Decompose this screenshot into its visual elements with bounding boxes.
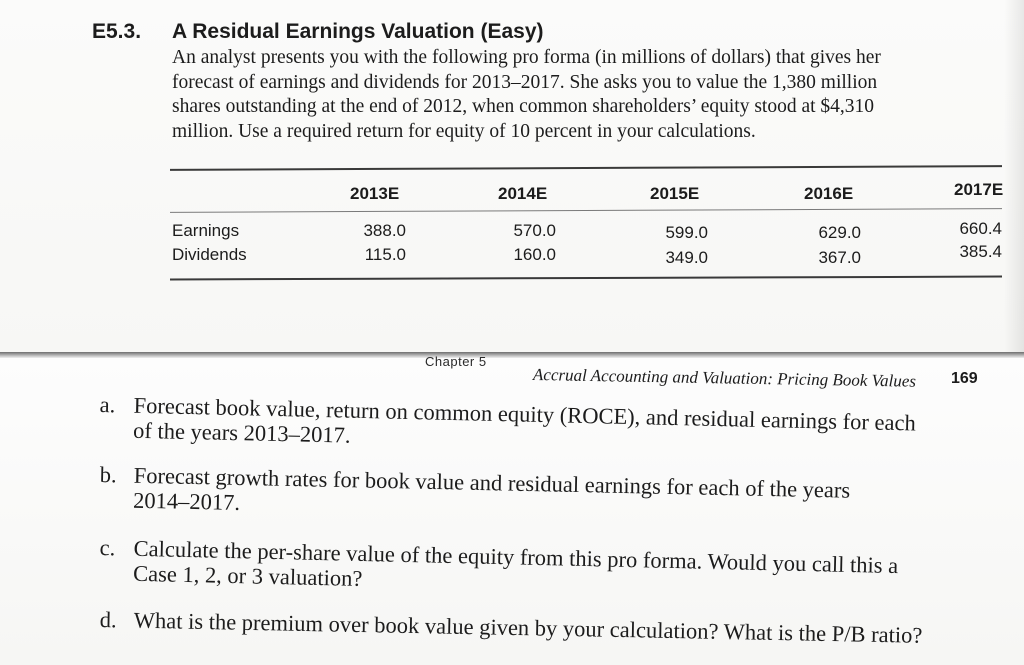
question-marker: b. (99, 462, 117, 488)
textbook-page-bottom-photo (0, 358, 1024, 665)
exercise-title: A Residual Earnings Valuation (Easy) (172, 20, 544, 43)
column-header-2017: 2017E (954, 180, 1004, 199)
textbook-page-top-photo (0, 0, 1024, 355)
dividends-2015: 349.0 (665, 248, 708, 267)
earnings-2014: 570.0 (513, 221, 556, 240)
row-label-dividends: Dividends (172, 245, 247, 264)
page-number: 169 (951, 370, 978, 387)
column-header-2015: 2015E (650, 184, 700, 203)
earnings-2015: 599.0 (665, 223, 708, 242)
dividends-2017: 385.4 (959, 242, 1002, 261)
earnings-2017: 660.4 (959, 219, 1002, 238)
chapter-label: Chapter 5 (425, 354, 487, 369)
exercise-line: shares outstanding at the end of 2012, w… (172, 96, 875, 117)
question-marker: d. (99, 607, 117, 633)
question-marker: c. (99, 535, 116, 561)
page-edge-shadow (1004, 0, 1024, 355)
exercise-line: million. Use a required return for equit… (172, 120, 756, 142)
exercise-number: E5.3. (92, 20, 142, 43)
row-label-earnings: Earnings (172, 221, 240, 240)
exercise-paragraph: An analyst presents you with the followi… (172, 46, 1007, 144)
exercise-line: forecast of earnings and dividends for 2… (172, 71, 878, 93)
dividends-2013: 115.0 (364, 245, 406, 264)
dividends-2014: 160.0 (513, 245, 556, 264)
exercise-line: An analyst presents you with the followi… (172, 47, 881, 68)
column-header-2013: 2013E (350, 184, 400, 203)
earnings-2016: 629.0 (818, 223, 861, 242)
column-header-2014: 2014E (498, 184, 548, 203)
question-marker: a. (99, 392, 116, 418)
photo-seam (0, 352, 1024, 358)
column-header-2016: 2016E (804, 184, 854, 203)
earnings-2013: 388.0 (363, 221, 406, 240)
dividends-2016: 367.0 (818, 248, 861, 267)
